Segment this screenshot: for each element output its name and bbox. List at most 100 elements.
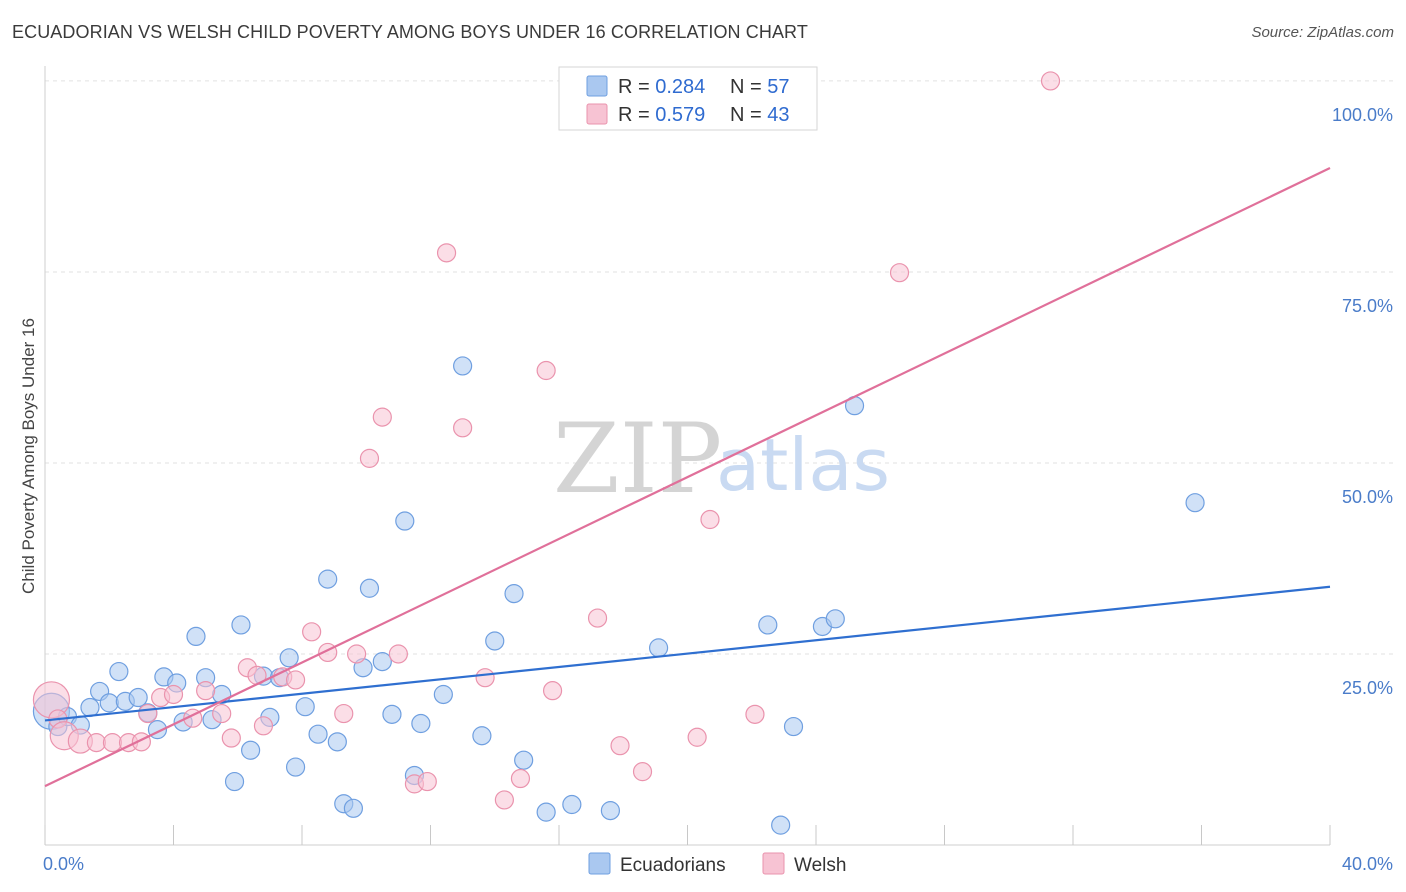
data-point-ecuadorian <box>308 724 328 744</box>
data-point-ecuadorian <box>771 815 791 835</box>
data-point-ecuadorian <box>231 615 251 635</box>
data-point-welsh <box>334 703 354 724</box>
trendlines <box>44 167 1331 788</box>
data-point-welsh <box>687 727 707 747</box>
data-point-welsh <box>196 681 216 701</box>
data-point-welsh <box>587 608 608 628</box>
data-point-ecuadorian <box>224 771 245 792</box>
data-point-ecuadorian <box>186 626 206 647</box>
legend-r-value: 0.284 <box>655 76 705 98</box>
data-point-ecuadorian <box>504 584 524 604</box>
data-point-ecuadorian <box>411 713 431 734</box>
data-point-ecuadorian <box>825 609 845 629</box>
watermark: ZIP atlas <box>553 403 890 515</box>
data-point-welsh <box>610 736 630 756</box>
bottom-legend-label-welsh: Welsh <box>794 855 846 876</box>
legend-r-value: 0.579 <box>655 104 705 126</box>
data-point-welsh <box>632 762 653 782</box>
data-point-welsh <box>536 360 556 381</box>
data-point-ecuadorian <box>783 716 804 737</box>
data-point-ecuadorian <box>1185 493 1205 513</box>
bottom-legend-swatch-ecuadorians <box>588 852 611 875</box>
data-point-welsh <box>253 716 274 736</box>
y-tick-label: 25.0% <box>1342 678 1393 698</box>
data-point-welsh <box>138 703 158 724</box>
data-point-welsh <box>221 728 241 748</box>
y-axis-label: Child Poverty Among Boys Under 16 <box>19 318 38 594</box>
data-point-ecuadorian <box>395 511 415 531</box>
data-point-welsh <box>745 704 765 724</box>
data-point-welsh <box>542 681 563 701</box>
data-point-welsh <box>347 644 367 664</box>
legend-swatch-ecuadorians <box>586 75 608 97</box>
data-point-welsh <box>372 407 392 427</box>
data-point-welsh <box>417 771 437 792</box>
data-point-welsh <box>494 790 514 810</box>
legend-row-welsh: R = 0.579 <box>618 104 705 126</box>
data-point-welsh <box>212 703 232 724</box>
chart-title: ECUADORIAN VS WELSH CHILD POVERTY AMONG … <box>12 22 808 42</box>
legend-n-label: N = <box>730 104 767 126</box>
data-point-welsh <box>1040 71 1061 91</box>
data-point-ecuadorian <box>80 697 100 718</box>
data-point-ecuadorian <box>433 684 453 705</box>
data-point-ecuadorian <box>327 732 347 752</box>
gridlines <box>45 80 1394 655</box>
data-point-ecuadorian <box>372 652 392 672</box>
bottom-legend: Ecuadorians Welsh <box>588 852 846 876</box>
data-point-welsh <box>86 733 107 753</box>
data-point-ecuadorian <box>343 798 363 818</box>
data-point-ecuadorian <box>128 687 148 708</box>
data-point-ecuadorian <box>648 638 669 658</box>
legend-n-value: 57 <box>767 76 789 98</box>
data-point-welsh <box>510 768 531 789</box>
data-point-welsh <box>889 263 910 283</box>
legend-n-value: 43 <box>767 104 789 126</box>
bottom-legend-label-ecuadorians: Ecuadorians <box>620 855 726 876</box>
legend-n-label: N = <box>730 76 767 98</box>
data-point-ecuadorian <box>295 697 315 717</box>
data-point-ecuadorian <box>318 569 338 589</box>
y-tick-label: 100.0% <box>1332 105 1393 125</box>
data-point-welsh <box>700 509 720 530</box>
legend: R = 0.284 N = 57 R = 0.579 N = 43 <box>558 66 818 131</box>
data-point-ecuadorian <box>382 704 402 724</box>
data-point-welsh <box>285 670 306 690</box>
data-point-ecuadorian <box>109 661 129 682</box>
data-point-ecuadorian <box>600 801 621 821</box>
bottom-legend-swatch-welsh <box>762 852 785 875</box>
legend-swatch-welsh <box>586 103 608 125</box>
y-tick-label: 75.0% <box>1342 296 1393 316</box>
x-tick-label: 40.0% <box>1342 854 1393 874</box>
data-point-ecuadorian <box>536 802 556 822</box>
legend-row-ecuadorians: R = 0.284 <box>618 76 705 98</box>
trendline-welsh <box>44 167 1331 788</box>
x-tick-label: 0.0% <box>43 854 84 874</box>
data-point-ecuadorian <box>99 693 119 713</box>
data-point-ecuadorian <box>453 356 473 376</box>
chart-source: Source: ZipAtlas.com <box>1251 24 1394 41</box>
data-point-ecuadorian <box>514 750 534 770</box>
data-point-welsh <box>163 684 184 705</box>
data-point-ecuadorian <box>472 726 492 746</box>
data-point-welsh <box>453 418 473 438</box>
data-point-welsh <box>102 733 123 753</box>
legend-r-label: R = <box>618 104 655 126</box>
data-point-welsh <box>302 622 322 642</box>
data-point-ecuadorian <box>485 631 505 651</box>
tick-labels: 25.0% 50.0% 75.0% 100.0% 0.0% 40.0% <box>43 105 1393 874</box>
legend-r-label: R = <box>618 76 655 98</box>
data-point-ecuadorian <box>562 794 582 815</box>
trendline-ecuadorian <box>44 585 1331 722</box>
data-point-welsh <box>359 448 380 468</box>
data-point-welsh <box>388 644 408 664</box>
data-point-ecuadorian <box>285 757 306 777</box>
data-point-ecuadorian <box>359 578 380 598</box>
legend-n-ecuadorians: N = 57 <box>730 76 790 98</box>
data-points <box>32 67 1205 835</box>
data-point-ecuadorian <box>758 615 778 635</box>
legend-n-welsh: N = 43 <box>730 104 790 126</box>
data-point-welsh <box>436 243 457 263</box>
data-point-welsh <box>475 668 495 688</box>
